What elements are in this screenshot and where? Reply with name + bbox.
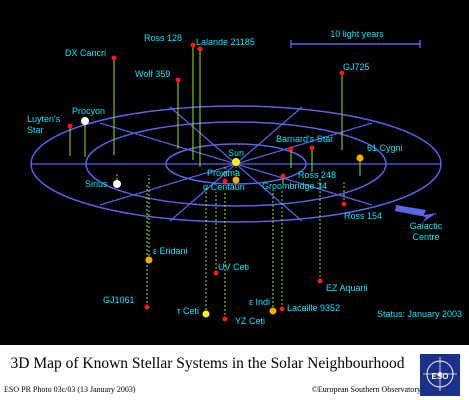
caption-photo-reference: ESO PR Photo 03c/03 (13 January 2003) [4, 385, 136, 394]
star-label-uv-ceti: UV Ceti [218, 262, 249, 272]
star-lacaille-9352 [279, 306, 285, 312]
star-dx-cancri [111, 55, 117, 61]
star-label-luyten-s-star-line1: Luyten's [27, 114, 61, 124]
star-centauri [232, 176, 240, 184]
star-label-sun: Sun [228, 148, 244, 158]
star-wolf-359 [175, 77, 181, 83]
star-label-ez-aquarii: EZ Aquarii [326, 283, 368, 293]
star-indi [269, 307, 277, 315]
star-label-lacaille-9352: Lacaille 9352 [287, 303, 340, 313]
star-label-lalande-21185: Lalande 21185 [196, 37, 255, 47]
star-labels: Sun Proxima α Centauri Barnard's Star Ross 2… [27, 33, 403, 326]
star-gj725 [339, 70, 345, 76]
star-uv-ceti [213, 270, 219, 276]
caption-title: 3D Map of Known Stellar Systems in the S… [10, 355, 405, 372]
star-label-yz-ceti: YZ Ceti [235, 316, 265, 326]
star-label-centauri: α Centauri [203, 182, 245, 192]
caption-area: 3D Map of Known Stellar Systems in the S… [0, 345, 469, 400]
star-proxima [222, 178, 228, 184]
galactic-centre-arrow-icon [395, 205, 437, 222]
star-ceti [202, 310, 210, 318]
star-label-gj1061: GJ1061 [103, 295, 135, 305]
galactic-centre-label-line2: Centre [412, 232, 439, 242]
star-ez-aquarii [317, 278, 323, 284]
star-yz-ceti [222, 316, 228, 322]
star-barnard-s-star [288, 146, 294, 152]
star-label-ross-154: Ross 154 [344, 211, 382, 221]
star-61-cygni [356, 154, 364, 162]
star-label-61-cygni: 61 Cygni [367, 143, 403, 153]
star-label-gj725: GJ725 [343, 62, 370, 72]
star-label-proxima: Proxima [207, 168, 240, 178]
star-eridani [145, 256, 153, 264]
star-gj1061 [144, 304, 150, 310]
star-label-luyten-s-star-line2: Star [27, 125, 44, 135]
star-label-eridani: ε Eridani [153, 246, 188, 256]
star-lalande-21185 [197, 46, 203, 52]
star-ross-154 [341, 201, 347, 207]
star-markers [67, 42, 364, 322]
star-ross-128 [190, 42, 196, 48]
galactic-centre-marker: Galactic Centre [395, 205, 443, 242]
star-label-ross-248: Ross 248 [298, 170, 336, 180]
star-ross-248 [309, 145, 315, 151]
star-luyten-s-star [67, 123, 73, 129]
caption-copyright: ©European Southern Observatory [311, 385, 421, 394]
star-label-groombridge-34: Groombridge 34 [262, 181, 327, 191]
star-label-barnard-s-star: Barnard's Star [276, 134, 333, 144]
star-label-ross-128: Ross 128 [144, 33, 182, 43]
star-label-indi: ε Indi [249, 297, 270, 307]
star-label-procyon: Procyon [72, 106, 105, 116]
scale-bar: 10 light years [290, 29, 421, 48]
galactic-centre-label-line1: Galactic [410, 221, 443, 231]
star-groombridge-34 [280, 173, 286, 179]
star-label-sirius: Sirius [85, 179, 108, 189]
eso-logo: ESO [420, 354, 460, 396]
map-background [0, 0, 469, 345]
star-procyon [81, 117, 89, 125]
stellar-map: Sun Proxima α Centauri Barnard's Star Ross 2… [0, 0, 469, 345]
status-text: Status: January 2003 [377, 309, 462, 319]
star-label-dx-cancri: DX Cancri [65, 48, 106, 58]
scale-bar-label: 10 light years [330, 29, 384, 39]
star-label-wolf-359: Wolf 359 [135, 69, 170, 79]
eso-logo-text: ESO [432, 372, 449, 381]
star-label-ceti: τ Ceti [177, 306, 199, 316]
star-stalks [69, 45, 361, 319]
star-sun [232, 158, 240, 166]
star-sirius [113, 180, 121, 188]
